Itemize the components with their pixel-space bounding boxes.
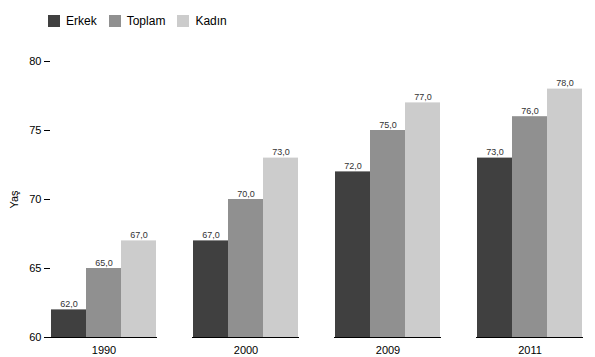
svg-text:75: 75 [29,124,41,136]
svg-text:2000: 2000 [234,344,258,356]
svg-text:75,0: 75,0 [379,120,397,130]
svg-text:67,0: 67,0 [202,230,220,240]
svg-text:73,0: 73,0 [486,147,504,157]
svg-text:73,0: 73,0 [272,147,290,157]
svg-text:Yaş: Yaş [8,190,20,209]
html-text:Erkek: Erkek [66,13,97,28]
svg-text:62,0: 62,0 [60,299,78,309]
svg-text:67,0: 67,0 [130,230,148,240]
svg-text:70: 70 [29,193,41,205]
svg-text:1990: 1990 [92,344,116,356]
svg-text:76,0: 76,0 [521,106,539,116]
svg-text:2011: 2011 [518,344,542,356]
svg-text:65: 65 [29,262,41,274]
svg-text:60: 60 [29,331,41,343]
svg-text:72,0: 72,0 [344,161,362,171]
svg-text:65,0: 65,0 [95,258,113,268]
html-text:Kadın: Kadın [195,13,227,28]
svg-text:80: 80 [29,55,41,67]
svg-text:77,0: 77,0 [414,92,432,102]
html-text:Toplam: Toplam [126,13,166,28]
svg-text:70,0: 70,0 [237,189,255,199]
svg-text:2009: 2009 [376,344,400,356]
svg-text:78,0: 78,0 [556,78,574,88]
